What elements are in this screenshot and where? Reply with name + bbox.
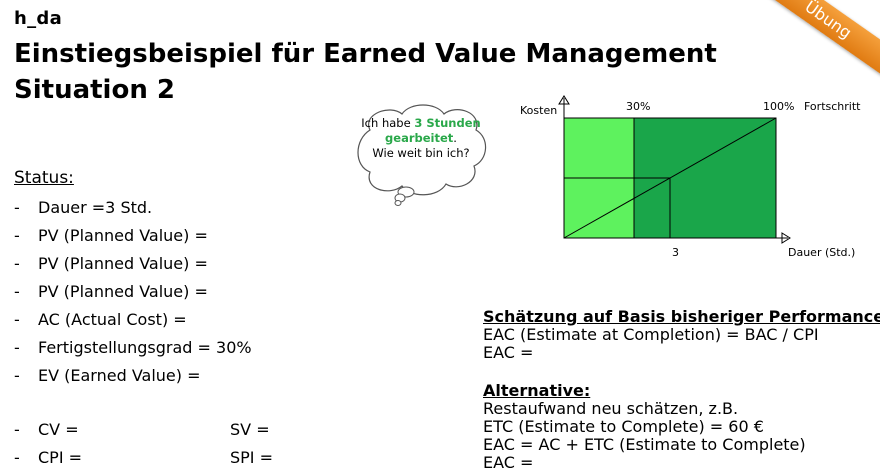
thought-bubble-text: Ich habe 3 Stunden gearbeitet. Wie weit … xyxy=(361,116,481,160)
page-subtitle: Situation 2 xyxy=(14,75,175,105)
estimate-heading: Schätzung auf Basis bisheriger Performan… xyxy=(483,307,880,326)
y-axis-label: Kosten xyxy=(520,104,557,117)
alternative-heading: Alternative: xyxy=(483,381,591,400)
list-item: - PV (Planned Value) = xyxy=(14,226,208,245)
alternative-line: Restaufwand neu schätzen, z.B. xyxy=(483,399,739,418)
estimate-line: EAC = xyxy=(483,343,534,362)
alternative-line: EAC = AC + ETC (Estimate to Complete) xyxy=(483,435,806,454)
y-axis-arrow-icon xyxy=(558,95,570,105)
sv-item: SV = xyxy=(230,420,270,439)
status-heading: Status: xyxy=(14,168,74,188)
list-item: - PV (Planned Value) = xyxy=(14,282,208,301)
list-item: - EV (Earned Value) = xyxy=(14,366,201,385)
list-item: - Fertigstellungsgrad = 30% xyxy=(14,338,252,357)
x-tick-label: 3 xyxy=(672,246,679,259)
hda-logo: h_da xyxy=(14,8,63,29)
x-axis-label: Dauer (Std.) xyxy=(788,246,855,259)
alternative-section: Alternative: Restaufwand neu schätzen, z… xyxy=(483,382,806,472)
diagonal-line xyxy=(563,117,777,239)
list-item: - Dauer =3 Std. xyxy=(14,198,153,217)
label-100-percent: 100% xyxy=(763,100,794,113)
exercise-badge: Übung xyxy=(729,0,880,95)
list-item: - PV (Planned Value) = xyxy=(14,254,208,273)
cpi-item: - CPI = xyxy=(14,448,83,467)
estimate-section: Schätzung auf Basis bisheriger Performan… xyxy=(483,308,880,362)
alternative-line: ETC (Estimate to Complete) = 60 € xyxy=(483,417,764,436)
label-progress: Fortschritt xyxy=(804,100,861,113)
alternative-line: EAC = xyxy=(483,453,534,472)
page-title: Einstiegsbeispiel für Earned Value Manag… xyxy=(14,39,717,69)
evm-chart: Kosten 30% 100% Fortschritt 3 Dauer (Std… xyxy=(520,95,861,259)
list-item: - AC (Actual Cost) = xyxy=(14,310,187,329)
label-30-percent: 30% xyxy=(626,100,650,113)
status-list: - Dauer =3 Std. - PV (Planned Value) = - PV… xyxy=(14,194,252,390)
spi-item: SPI = xyxy=(230,448,274,467)
x-axis-arrow-icon xyxy=(781,232,791,244)
thought-cloud-icon xyxy=(357,104,487,206)
cv-item: - CV = xyxy=(14,420,79,439)
estimate-line: EAC (Estimate at Completion) = BAC / CPI xyxy=(483,325,819,344)
